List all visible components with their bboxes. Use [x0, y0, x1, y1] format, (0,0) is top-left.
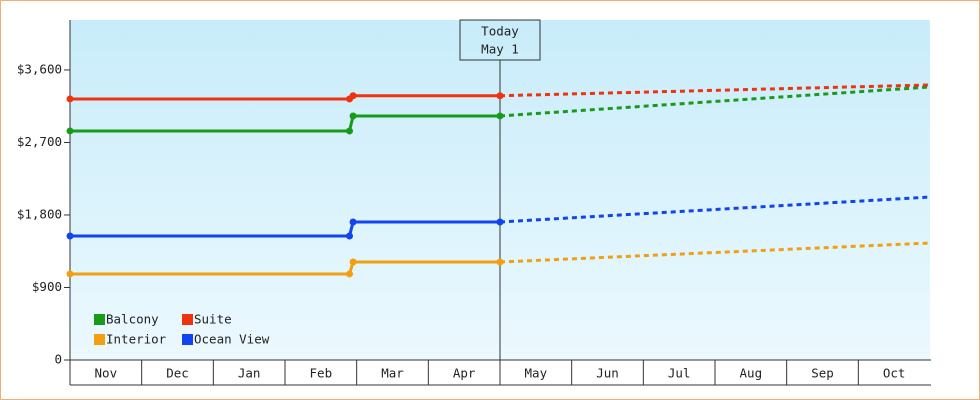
y-tick-label: $900 — [32, 279, 62, 294]
price-line — [70, 220, 500, 238]
x-tick-label: Apr — [453, 366, 476, 381]
price-point — [496, 218, 504, 226]
price-point — [66, 95, 74, 103]
price-point — [66, 232, 74, 240]
price-line — [70, 260, 500, 276]
price-point — [349, 92, 357, 100]
price-point — [349, 258, 357, 266]
legend-swatch — [182, 334, 193, 345]
price-line — [70, 114, 500, 133]
price-point — [349, 218, 357, 226]
legend-label: Balcony — [106, 312, 159, 327]
price-point — [346, 232, 353, 240]
x-tick-label: Mar — [381, 366, 404, 381]
price-point — [496, 258, 504, 266]
price-point — [346, 127, 353, 135]
x-tick-label: Oct — [883, 366, 906, 381]
price-point — [66, 270, 74, 278]
x-tick-label: May — [525, 366, 548, 381]
y-tick-label: $3,600 — [17, 61, 62, 76]
price-point — [346, 270, 353, 278]
y-tick-label: $1,800 — [17, 206, 62, 221]
x-tick-label: Jan — [238, 366, 261, 381]
legend-swatch — [182, 314, 193, 325]
x-tick-label: Dec — [166, 366, 189, 381]
legend-swatch — [94, 334, 105, 345]
x-tick-label: Sep — [811, 366, 834, 381]
x-tick-label: Nov — [95, 366, 118, 381]
y-tick-label: 0 — [54, 352, 62, 367]
x-tick-label: Aug — [740, 366, 763, 381]
legend-label: Interior — [106, 332, 167, 347]
price-point — [496, 112, 504, 120]
x-tick-label: Jul — [668, 366, 691, 381]
today-label: May 1 — [481, 42, 519, 57]
price-point — [496, 92, 504, 100]
legend-label: Ocean View — [194, 332, 270, 347]
y-tick-label: $2,700 — [17, 134, 62, 149]
legend-swatch — [94, 314, 105, 325]
x-tick-label: Jun — [596, 366, 619, 381]
legend-label: Suite — [194, 312, 232, 327]
price-point — [349, 112, 357, 120]
price-point — [66, 127, 74, 135]
today-box — [459, 19, 541, 61]
x-tick-label: Feb — [310, 366, 333, 381]
today-label: Today — [481, 24, 519, 39]
